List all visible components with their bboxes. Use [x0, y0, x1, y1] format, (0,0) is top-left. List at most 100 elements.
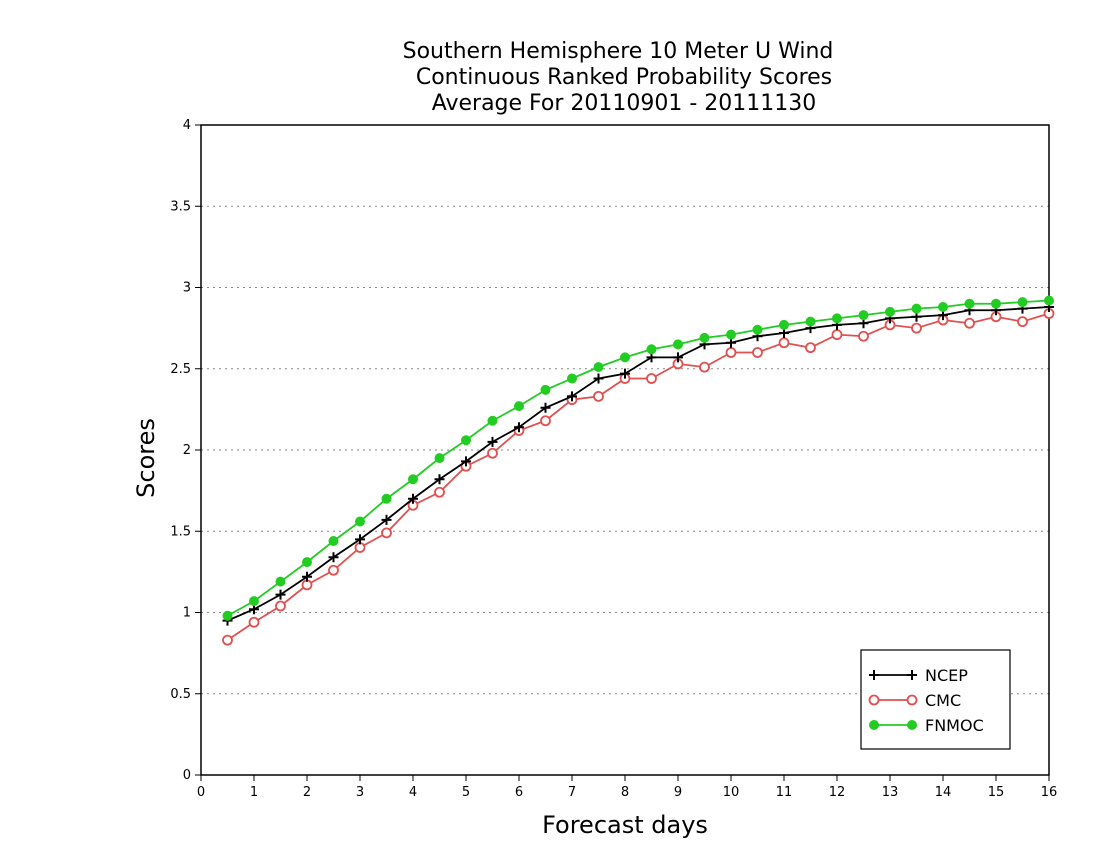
data-point-fnmoc — [275, 576, 286, 587]
data-point-cmc — [487, 447, 498, 459]
legend-item-fnmoc: FNMOC — [869, 716, 984, 735]
data-point-cmc — [1017, 316, 1028, 328]
legend-marker-fnmoc — [907, 720, 917, 730]
data-point-fnmoc — [858, 310, 869, 321]
data-point-fnmoc — [832, 313, 842, 324]
legend-marker-cmc — [906, 694, 918, 706]
data-point-cmc — [328, 564, 339, 576]
data-point-fnmoc — [514, 401, 524, 412]
data-point-cmc — [646, 373, 657, 384]
data-point-cmc — [725, 347, 737, 358]
data-point-ncep — [275, 589, 286, 600]
data-point-fnmoc — [752, 324, 763, 335]
data-point-fnmoc — [964, 298, 975, 309]
x-tick-label: 11 — [776, 785, 793, 800]
data-point-ncep — [408, 493, 418, 504]
series-lines — [222, 295, 1055, 646]
data-point-ncep — [620, 368, 630, 379]
data-point-fnmoc — [567, 373, 577, 384]
data-point-fnmoc — [355, 516, 365, 527]
data-point-fnmoc — [540, 384, 551, 395]
x-tick-label: 16 — [1041, 785, 1058, 800]
data-point-fnmoc — [328, 536, 339, 546]
data-point-fnmoc — [381, 493, 392, 504]
y-tick-label: 1.5 — [170, 524, 191, 539]
data-point-ncep — [302, 571, 312, 582]
data-point-ncep — [434, 474, 445, 485]
data-point-fnmoc — [885, 306, 895, 317]
y-tick-label: 3.5 — [170, 199, 191, 214]
data-point-fnmoc — [1044, 295, 1054, 306]
y-tick-label: 4 — [183, 118, 191, 133]
data-point-cmc — [248, 616, 260, 628]
data-point-fnmoc — [726, 329, 736, 340]
legend: NCEP CMC FNMOC — [860, 649, 1011, 750]
axis-ticks: 00.511.522.533.540 1 2 3 4 5 6 7 8 9 10 11 12 13 14 15 1… — [170, 118, 1057, 800]
data-point-fnmoc — [249, 596, 259, 607]
x-tick-label: 15 — [988, 785, 1005, 800]
data-point-ncep — [593, 373, 604, 384]
legend-label-ncep: NCEP — [925, 666, 968, 685]
data-point-cmc — [434, 486, 445, 498]
data-point-fnmoc — [646, 344, 657, 355]
series-line-cmc — [226, 312, 1050, 641]
x-tick-label: 6 — [515, 785, 523, 800]
data-point-fnmoc — [302, 557, 312, 568]
data-point-ncep — [381, 514, 392, 525]
x-tick-label: 7 — [568, 785, 576, 800]
data-point-cmc — [752, 347, 763, 358]
data-point-fnmoc — [673, 339, 683, 350]
data-point-cmc — [831, 329, 843, 341]
data-point-cmc — [805, 342, 816, 354]
y-tick-label: 0 — [183, 768, 191, 783]
legend-marker-cmc — [868, 694, 880, 706]
data-point-fnmoc — [461, 435, 471, 446]
legend-label-cmc: CMC — [925, 691, 961, 710]
x-tick-label: 1 — [250, 785, 258, 800]
data-point-fnmoc — [699, 332, 710, 343]
data-point-fnmoc — [1017, 297, 1028, 308]
data-point-fnmoc — [434, 453, 445, 464]
legend-marker-ncep — [907, 670, 917, 680]
data-point-cmc — [778, 337, 790, 349]
x-tick-label: 12 — [829, 785, 846, 800]
x-tick-label: 14 — [935, 785, 952, 800]
title-line-3: Average For 20110901 - 20111130 — [432, 91, 817, 116]
series-ncep — [222, 302, 1054, 626]
series-cmc — [222, 308, 1055, 646]
y-tick-label: 3 — [183, 281, 191, 296]
data-point-fnmoc — [938, 302, 948, 312]
legend-marker-ncep — [869, 670, 879, 680]
data-point-ncep — [567, 391, 577, 402]
series-fnmoc — [222, 295, 1054, 621]
x-tick-label: 3 — [356, 785, 364, 800]
y-tick-label: 0.5 — [170, 687, 191, 702]
data-point-cmc — [593, 390, 604, 402]
x-tick-label: 8 — [621, 785, 629, 800]
x-tick-label: 5 — [462, 785, 470, 800]
title-line-2: Continuous Ranked Probability Scores — [416, 65, 832, 90]
data-point-fnmoc — [487, 415, 498, 426]
data-point-ncep — [461, 456, 471, 467]
x-tick-label: 0 — [197, 785, 205, 800]
data-point-cmc — [858, 330, 869, 342]
x-axis-title: Forecast days — [542, 811, 708, 839]
x-tick-label: 10 — [723, 785, 740, 800]
y-tick-label: 2.5 — [170, 362, 191, 377]
data-point-fnmoc — [222, 610, 233, 621]
series-line-fnmoc — [227, 299, 1050, 617]
data-point-ncep — [514, 422, 524, 433]
data-point-fnmoc — [805, 316, 816, 327]
data-point-fnmoc — [620, 352, 630, 363]
chart-title: Southern Hemisphere 10 Meter U Wind Cont… — [403, 39, 834, 116]
data-point-fnmoc — [779, 319, 789, 330]
data-point-cmc — [540, 415, 551, 427]
x-tick-label: 2 — [303, 785, 311, 800]
gridlines — [201, 124, 1049, 695]
data-point-fnmoc — [408, 474, 418, 485]
data-point-ncep — [487, 436, 498, 447]
y-tick-label: 1 — [183, 606, 191, 621]
data-point-cmc — [222, 634, 233, 646]
title-line-1: Southern Hemisphere 10 Meter U Wind — [403, 39, 834, 64]
data-point-ncep — [673, 352, 683, 363]
